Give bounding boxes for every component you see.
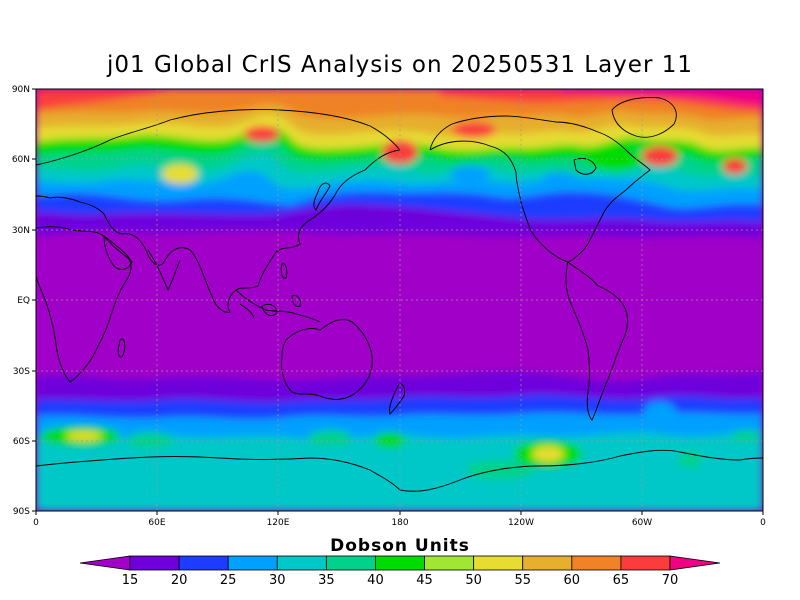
colorbar-swatch bbox=[325, 555, 376, 571]
lon-label-120e: 120E bbox=[267, 518, 290, 528]
lat-label-30s: 30S bbox=[13, 367, 30, 377]
colorbar-level-label: 65 bbox=[613, 573, 630, 588]
lon-label-0-west: 0 bbox=[33, 518, 39, 528]
lat-label-eq: EQ bbox=[17, 296, 30, 306]
lon-label-0-east: 0 bbox=[760, 518, 766, 528]
colorbar-level-label: 20 bbox=[171, 573, 188, 588]
colorbar-level-label: 60 bbox=[564, 573, 581, 588]
colorbar: 15 20 25 30 35 40 45 50 55 60 65 70 bbox=[79, 555, 721, 588]
colorbar-swatch bbox=[276, 555, 327, 571]
colorbar-level-label: 55 bbox=[514, 573, 531, 588]
colorbar-unit-label: Dobson Units bbox=[330, 536, 470, 556]
colorbar-level-label: 40 bbox=[367, 573, 384, 588]
colorbar-swatch-max bbox=[669, 555, 721, 571]
lon-label-120w: 120W bbox=[508, 518, 534, 528]
colorbar-level-label: 15 bbox=[122, 573, 139, 588]
colorbar-level-label: 70 bbox=[662, 573, 679, 588]
lon-label-60e: 60E bbox=[148, 518, 165, 528]
colorbar-swatch bbox=[178, 555, 229, 571]
colorbar-swatch bbox=[571, 555, 622, 571]
ozone-field bbox=[36, 89, 763, 511]
graticule bbox=[36, 89, 763, 511]
lat-label-60n: 60N bbox=[12, 155, 30, 165]
map-title: j01 Global CrIS Analysis on 20250531 Lay… bbox=[107, 52, 693, 78]
lat-label-30n: 30N bbox=[12, 226, 30, 236]
lon-label-180: 180 bbox=[391, 518, 408, 528]
colorbar-level-label: 45 bbox=[416, 573, 433, 588]
colorbar-swatch bbox=[375, 555, 425, 571]
colorbar-swatch-min bbox=[79, 555, 131, 571]
colorbar-swatch bbox=[522, 555, 573, 571]
lat-label-90n: 90N bbox=[12, 85, 30, 95]
colorbar-level-label: 25 bbox=[220, 573, 237, 588]
colorbar-level-label: 30 bbox=[269, 573, 286, 588]
colorbar-level-label: 35 bbox=[318, 573, 335, 588]
colorbar-level-label: 50 bbox=[465, 573, 482, 588]
colorbar-swatch bbox=[129, 555, 180, 571]
lat-label-90s: 90S bbox=[13, 507, 30, 517]
colorbar-swatch bbox=[424, 555, 475, 571]
colorbar-swatch bbox=[227, 555, 278, 571]
lat-label-60s: 60S bbox=[13, 437, 30, 447]
colorbar-swatch bbox=[473, 555, 524, 571]
coastlines bbox=[36, 97, 763, 492]
lon-label-60w: 60W bbox=[632, 518, 652, 528]
colorbar-swatch bbox=[620, 555, 671, 571]
